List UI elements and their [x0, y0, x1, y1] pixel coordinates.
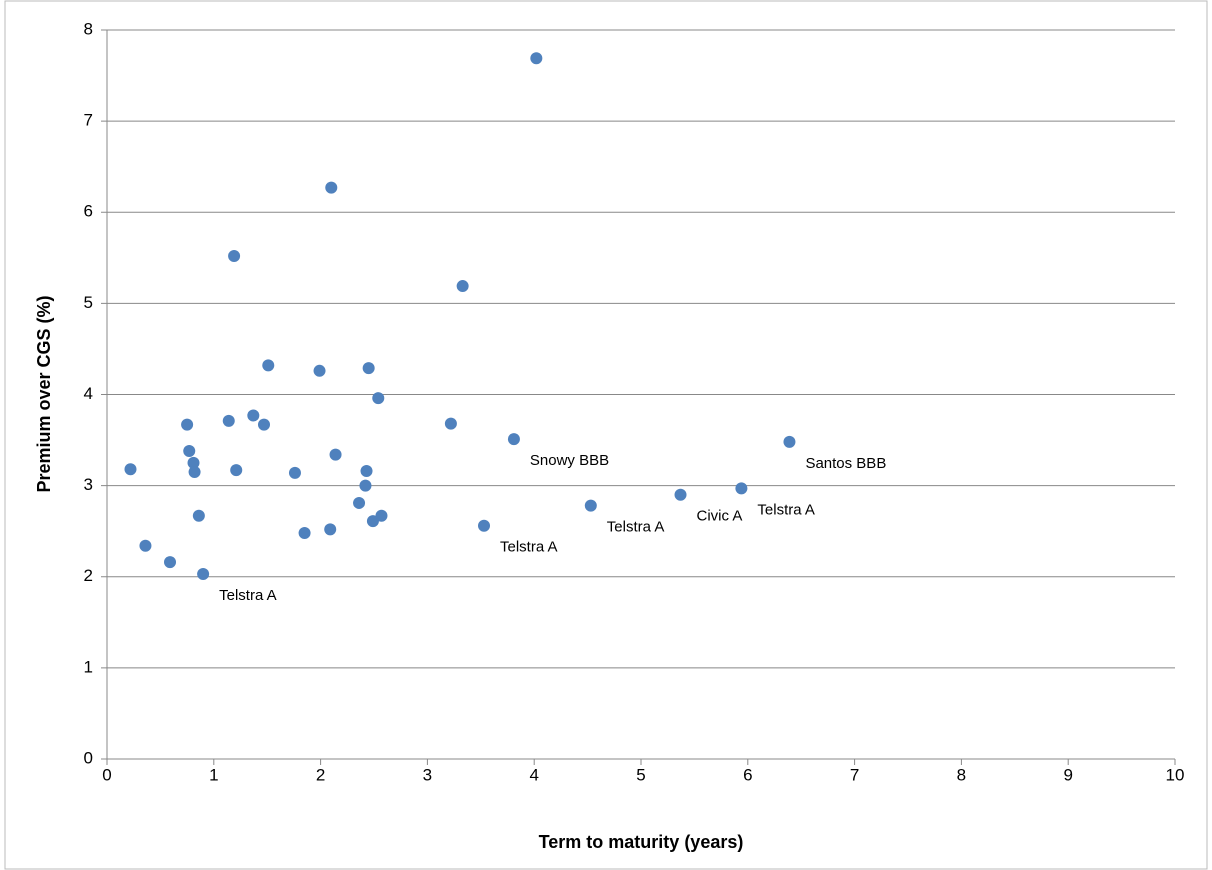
- point: [188, 465, 201, 478]
- x-tick-label: 7: [850, 765, 859, 784]
- point: [674, 488, 687, 501]
- point: [164, 556, 177, 569]
- x-tick-label: 10: [1166, 765, 1185, 784]
- x-tick-label: 9: [1063, 765, 1072, 784]
- point-label: Snowy BBB: [530, 452, 609, 469]
- point: [230, 464, 243, 477]
- point: [247, 409, 260, 422]
- point: [324, 523, 337, 536]
- point: [298, 527, 311, 540]
- x-tick-label: 6: [743, 765, 752, 784]
- point: [197, 568, 210, 581]
- x-tick-label: 2: [316, 765, 325, 784]
- point: [183, 444, 196, 457]
- point: [262, 359, 275, 372]
- point: [584, 499, 597, 512]
- point: [325, 181, 338, 194]
- y-tick-label: 4: [84, 384, 93, 403]
- x-tick-label: 1: [209, 765, 218, 784]
- point: [735, 482, 748, 495]
- point: [139, 539, 152, 552]
- y-tick-label: 2: [84, 566, 93, 585]
- y-tick-label: 1: [84, 657, 93, 676]
- point-label: Telstra A: [607, 519, 665, 536]
- point: [456, 280, 469, 293]
- x-tick-label: 3: [423, 765, 432, 784]
- point: [353, 496, 366, 509]
- point: [375, 509, 388, 522]
- point: [359, 479, 372, 492]
- x-tick-label: 5: [636, 765, 645, 784]
- point: [187, 456, 200, 469]
- point-label: Santos BBB: [805, 455, 886, 472]
- y-tick-label: 3: [84, 475, 93, 494]
- point: [124, 463, 137, 476]
- point-label: Civic A: [697, 508, 743, 525]
- point-label: Telstra A: [219, 587, 277, 604]
- point: [478, 519, 491, 532]
- y-axis-title: Premium over CGS (%): [34, 295, 54, 492]
- point: [783, 435, 796, 448]
- y-tick-label: 0: [84, 748, 93, 767]
- point: [366, 515, 379, 528]
- chart-frame: [4, 0, 1208, 870]
- y-tick-label: 7: [84, 111, 93, 130]
- point: [222, 414, 235, 427]
- point-label: Telstra A: [500, 539, 558, 556]
- point: [530, 52, 543, 65]
- x-tick-label: 8: [957, 765, 966, 784]
- x-axis-title: Term to maturity (years): [539, 832, 744, 852]
- x-tick-label: 4: [529, 765, 538, 784]
- point: [192, 509, 205, 522]
- point: [360, 465, 373, 478]
- point: [362, 362, 375, 375]
- point: [329, 448, 342, 461]
- y-tick-label: 8: [84, 19, 93, 38]
- point: [181, 418, 194, 431]
- point: [313, 364, 326, 377]
- y-tick-label: 5: [84, 293, 93, 312]
- point: [288, 466, 301, 479]
- point: [507, 433, 520, 446]
- point-label: Telstra A: [757, 501, 815, 518]
- y-tick-label: 6: [84, 202, 93, 221]
- point: [444, 417, 457, 430]
- point: [257, 418, 270, 431]
- point: [372, 392, 385, 405]
- point: [228, 249, 241, 262]
- x-tick-label: 0: [102, 765, 111, 784]
